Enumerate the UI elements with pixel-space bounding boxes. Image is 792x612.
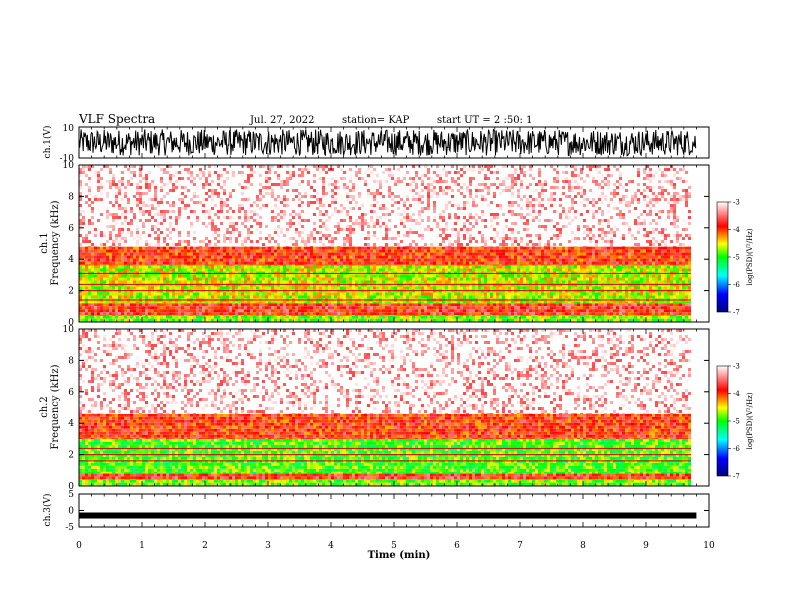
colorbar-tick-label: -4 (733, 226, 740, 234)
ch2-spectrogram-panel: 0 2 4 6 8 10 ch.2 Frequency (kHz) (39, 325, 710, 492)
figure-title: VLF Spectra (78, 112, 155, 126)
freq-tick-label: 2 (68, 287, 74, 297)
colorbar-tick-label: -6 (733, 281, 740, 289)
ch2-spectrogram-ylabel-channel: ch.2 (39, 396, 50, 418)
time-tick-label: 0 (76, 541, 82, 551)
ch1-waveform-ylabel: ch.1(V) (42, 126, 53, 159)
ch1-spectrogram-image (79, 165, 691, 322)
colorbar-tick-label: -7 (733, 473, 740, 481)
time-axis-ticks: 0 1 2 3 4 5 6 7 8 9 10 (76, 127, 715, 551)
freq-tick-label: 0 (68, 318, 74, 328)
time-tick-label: 5 (391, 541, 397, 551)
ch3-trace (79, 512, 697, 519)
freq-tick-label: 10 (63, 325, 75, 335)
ch2-spectrogram-image (79, 329, 691, 486)
ch2-colorbar-gradient (716, 365, 729, 477)
time-tick-label: 10 (703, 541, 715, 551)
time-tick-label: 6 (454, 541, 460, 551)
time-tick-label: 8 (580, 541, 586, 551)
ch2-spectrogram-ylabel-freq: Frequency (kHz) (50, 364, 61, 449)
colorbar-tick-label: -5 (733, 418, 740, 426)
freq-tick-label: 0 (68, 482, 74, 492)
ch1-ytick-bottom: -10 (60, 154, 75, 164)
ch1-spectrogram-ylabel-channel: ch.1 (39, 232, 50, 254)
freq-tick-label: 2 (68, 451, 74, 461)
ch3-tick-label: -5 (65, 523, 74, 533)
time-tick-label: 2 (202, 541, 208, 551)
colorbar-tick-label: -6 (733, 445, 740, 453)
freq-tick-label: 6 (68, 388, 74, 398)
ch1-colorbar-ticks: -3 -4 -5 -6 -7 (728, 199, 740, 317)
freq-tick-label: 10 (63, 161, 75, 171)
ch1-colorbar-gradient (716, 201, 729, 313)
freq-tick-label: 4 (68, 255, 74, 265)
colorbar-tick-label: -3 (733, 199, 740, 207)
ch1-spectrogram-panel: 0 2 4 6 8 10 ch.1 Frequency (kHz) (39, 161, 710, 328)
time-tick-label: 7 (517, 541, 523, 551)
start-time-label: start UT = 2 :50: 1 (437, 115, 532, 126)
ch2-freq-ticks: 0 2 4 6 8 10 (63, 325, 709, 492)
station-label: station= KAP (342, 115, 410, 126)
time-axis-label: Time (min) (368, 550, 431, 561)
colorbar-tick-label: -7 (733, 309, 740, 317)
ch1-colorbar: -3 -4 -5 -6 -7 log(PSD)(V²/Hz) (716, 199, 754, 317)
time-tick-label: 1 (139, 541, 145, 551)
ch2-colorbar-label: log(PSD)(V²/Hz) (746, 392, 754, 449)
ch1-ytick-top: 10 (63, 124, 75, 134)
ch3-yticks: -5 0 5 (65, 490, 709, 533)
colorbar-tick-label: -5 (733, 254, 740, 262)
time-tick-label: 3 (265, 541, 271, 551)
ch1-colorbar-label: log(PSD)(V²/Hz) (746, 228, 754, 285)
colorbar-tick-label: -4 (733, 390, 740, 398)
colorbar-tick-label: -3 (733, 363, 740, 371)
date-label: Jul. 27, 2022 (249, 115, 315, 126)
ch1-waveform-trace (78, 128, 697, 158)
freq-tick-label: 8 (68, 192, 74, 202)
ch3-ylabel: ch.3(V) (42, 494, 53, 527)
freq-tick-label: 6 (68, 224, 74, 234)
freq-tick-label: 4 (68, 419, 74, 429)
freq-tick-label: 8 (68, 356, 74, 366)
ch1-freq-ticks: 0 2 4 6 8 10 (63, 161, 709, 328)
time-tick-label: 9 (643, 541, 649, 551)
ch3-tick-label: 5 (68, 490, 74, 500)
ch2-colorbar-ticks: -3 -4 -5 -6 -7 (728, 363, 740, 481)
time-tick-label: 4 (328, 541, 334, 551)
ch1-spectrogram-ylabel-freq: Frequency (kHz) (50, 200, 61, 285)
ch3-tick-label: 0 (68, 507, 74, 517)
ch2-colorbar: -3 -4 -5 -6 -7 log(PSD)(V²/Hz) (716, 363, 754, 481)
